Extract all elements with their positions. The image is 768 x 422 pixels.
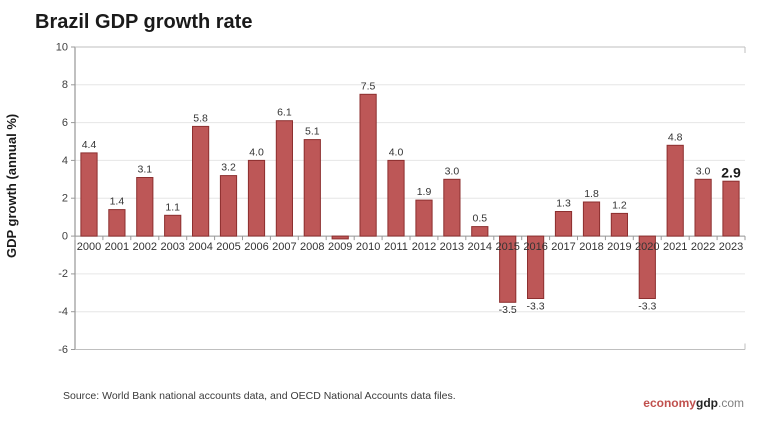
svg-text:-3.3: -3.3 xyxy=(527,301,545,313)
svg-text:1.2: 1.2 xyxy=(612,199,627,211)
svg-text:2: 2 xyxy=(62,193,68,205)
svg-text:3.2: 3.2 xyxy=(221,162,236,174)
svg-text:2016: 2016 xyxy=(523,241,547,253)
svg-text:0: 0 xyxy=(62,230,68,242)
svg-text:1.8: 1.8 xyxy=(584,188,599,200)
svg-text:2006: 2006 xyxy=(244,241,268,253)
svg-text:-3.3: -3.3 xyxy=(638,301,656,313)
svg-text:2008: 2008 xyxy=(300,241,324,253)
svg-text:2020: 2020 xyxy=(635,241,659,253)
svg-text:5.1: 5.1 xyxy=(305,126,320,138)
svg-text:3.0: 3.0 xyxy=(696,165,711,177)
svg-text:2023: 2023 xyxy=(719,241,743,253)
svg-text:4: 4 xyxy=(62,155,68,167)
svg-text:4.4: 4.4 xyxy=(82,139,97,151)
svg-text:2021: 2021 xyxy=(663,241,687,253)
svg-text:2005: 2005 xyxy=(216,241,240,253)
svg-text:2014: 2014 xyxy=(468,241,492,253)
svg-text:3.0: 3.0 xyxy=(445,165,460,177)
svg-text:6.1: 6.1 xyxy=(277,107,292,119)
svg-text:4.0: 4.0 xyxy=(389,146,404,158)
svg-text:10: 10 xyxy=(56,41,68,53)
svg-text:1.1: 1.1 xyxy=(165,201,180,213)
svg-text:4.8: 4.8 xyxy=(668,131,683,143)
svg-text:2002: 2002 xyxy=(133,241,157,253)
svg-text:2022: 2022 xyxy=(691,241,715,253)
svg-text:2003: 2003 xyxy=(160,241,184,253)
svg-text:2000: 2000 xyxy=(77,241,101,253)
svg-text:2012: 2012 xyxy=(412,241,436,253)
svg-text:2009: 2009 xyxy=(328,241,352,253)
svg-text:3.1: 3.1 xyxy=(137,164,152,176)
svg-text:6: 6 xyxy=(62,117,68,129)
svg-text:1.9: 1.9 xyxy=(417,186,432,198)
svg-text:2017: 2017 xyxy=(551,241,575,253)
svg-text:2001: 2001 xyxy=(105,241,129,253)
svg-text:-2: -2 xyxy=(58,268,68,280)
svg-text:-4: -4 xyxy=(58,306,68,318)
svg-text:2018: 2018 xyxy=(579,241,603,253)
svg-text:2.9: 2.9 xyxy=(721,165,741,181)
svg-text:1.4: 1.4 xyxy=(110,196,125,208)
svg-text:2015: 2015 xyxy=(495,241,519,253)
svg-text:1.3: 1.3 xyxy=(556,198,571,210)
svg-text:8: 8 xyxy=(62,79,68,91)
svg-text:-3.5: -3.5 xyxy=(499,304,517,316)
svg-text:2007: 2007 xyxy=(272,241,296,253)
svg-text:0.5: 0.5 xyxy=(472,213,487,225)
svg-text:7.5: 7.5 xyxy=(361,80,376,92)
svg-text:2011: 2011 xyxy=(384,241,408,253)
svg-text:-6: -6 xyxy=(58,344,68,356)
svg-text:2013: 2013 xyxy=(440,241,464,253)
svg-text:2004: 2004 xyxy=(188,241,212,253)
svg-text:2010: 2010 xyxy=(356,241,380,253)
svg-text:5.8: 5.8 xyxy=(193,112,208,124)
svg-text:2019: 2019 xyxy=(607,241,631,253)
svg-text:4.0: 4.0 xyxy=(249,146,264,158)
